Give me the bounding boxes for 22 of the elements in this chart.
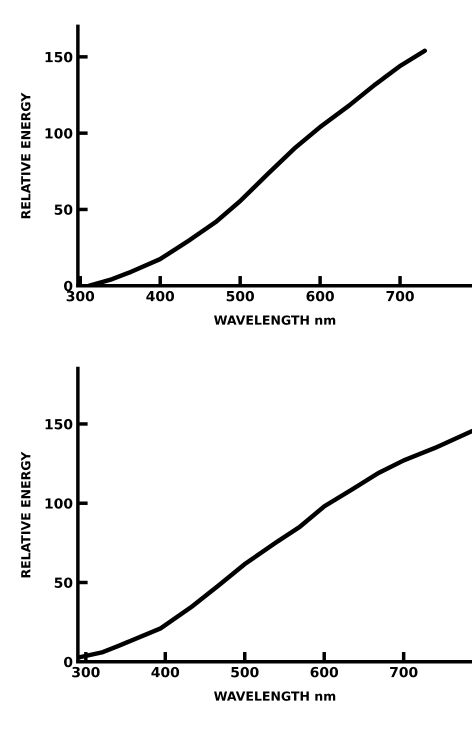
- y-tick-label: 150: [46, 52, 72, 62]
- x-tick-label: 600: [310, 666, 338, 678]
- x-tick-label: 500: [226, 290, 254, 302]
- x-tick-label: 700: [386, 290, 414, 302]
- y-tick-label: 50: [54, 204, 72, 215]
- y-tick-label: 50: [54, 577, 72, 588]
- y-tick-label: 0: [64, 656, 72, 668]
- x-tick-label: 600: [306, 290, 334, 302]
- y-axis-title: RELATIVE ENERGY: [21, 452, 30, 578]
- y-tick-label: 0: [64, 280, 72, 292]
- x-tick-label: 400: [151, 666, 180, 678]
- y-tick-label: 150: [46, 418, 72, 430]
- y-tick-label: 100: [46, 498, 72, 509]
- x-tick-label: 400: [146, 290, 174, 302]
- y-axis-title: RELATIVE ENERGY: [21, 92, 30, 218]
- x-axis-title: WAVELENGTH nm: [214, 691, 336, 701]
- x-axis-title: WAVELENGTH nm: [214, 315, 336, 325]
- x-tick-label: 300: [72, 666, 100, 678]
- y-tick-label: 100: [46, 128, 72, 139]
- x-tick-label: 500: [231, 666, 259, 678]
- x-tick-label: 300: [66, 290, 94, 302]
- x-tick-label: 700: [390, 666, 418, 678]
